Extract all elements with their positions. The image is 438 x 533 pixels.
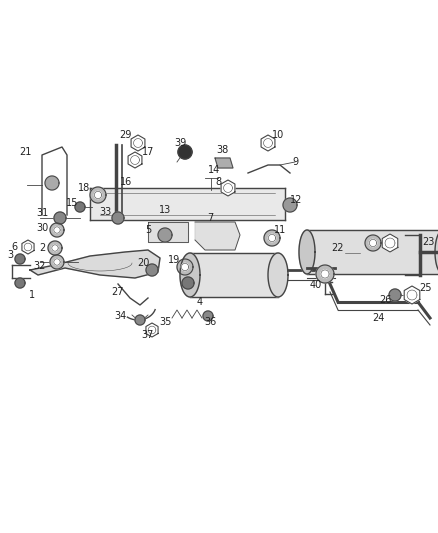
Text: 34: 34 <box>114 311 126 321</box>
Polygon shape <box>180 253 200 297</box>
Polygon shape <box>369 239 377 247</box>
Polygon shape <box>264 230 280 246</box>
Text: 15: 15 <box>66 198 78 208</box>
Polygon shape <box>112 212 124 224</box>
Polygon shape <box>128 152 142 168</box>
Polygon shape <box>435 230 438 274</box>
Polygon shape <box>146 323 158 337</box>
Polygon shape <box>283 198 297 212</box>
Text: 10: 10 <box>272 130 284 140</box>
Polygon shape <box>190 253 278 297</box>
Polygon shape <box>48 241 62 255</box>
Polygon shape <box>22 240 34 254</box>
Polygon shape <box>261 135 275 151</box>
Polygon shape <box>146 264 158 276</box>
Polygon shape <box>148 222 188 242</box>
Text: 12: 12 <box>290 195 302 205</box>
Text: 16: 16 <box>120 177 132 187</box>
Polygon shape <box>268 253 288 297</box>
Text: 25: 25 <box>419 283 431 293</box>
Polygon shape <box>182 277 194 289</box>
Polygon shape <box>382 234 398 252</box>
Polygon shape <box>95 191 102 199</box>
Text: 31: 31 <box>36 208 48 218</box>
Text: 18: 18 <box>78 183 90 193</box>
Polygon shape <box>52 245 58 251</box>
Text: 2: 2 <box>39 243 45 253</box>
Text: 14: 14 <box>208 165 220 175</box>
Polygon shape <box>131 135 145 151</box>
Text: 17: 17 <box>142 147 154 157</box>
Polygon shape <box>135 315 145 325</box>
Polygon shape <box>181 263 189 271</box>
Text: 20: 20 <box>137 258 149 268</box>
Text: 39: 39 <box>174 138 186 148</box>
Text: 19: 19 <box>168 255 180 265</box>
Text: 1: 1 <box>29 290 35 300</box>
Text: 21: 21 <box>19 147 31 157</box>
Polygon shape <box>321 270 329 278</box>
Polygon shape <box>54 227 60 233</box>
Text: 6: 6 <box>11 242 17 252</box>
Polygon shape <box>365 235 381 251</box>
Text: 9: 9 <box>292 157 298 167</box>
Text: 37: 37 <box>142 330 154 340</box>
Text: 8: 8 <box>215 177 221 187</box>
Text: 32: 32 <box>34 261 46 271</box>
Polygon shape <box>90 188 285 220</box>
Text: 23: 23 <box>422 237 434 247</box>
Polygon shape <box>90 187 106 203</box>
Text: 36: 36 <box>204 317 216 327</box>
Text: 13: 13 <box>159 205 171 215</box>
Text: 24: 24 <box>372 313 384 323</box>
Polygon shape <box>404 286 420 304</box>
Text: 33: 33 <box>99 207 111 217</box>
Polygon shape <box>50 223 64 237</box>
Polygon shape <box>75 202 85 212</box>
Text: 38: 38 <box>216 145 228 155</box>
Text: 5: 5 <box>145 225 151 235</box>
Polygon shape <box>389 289 401 301</box>
Polygon shape <box>299 230 315 274</box>
Polygon shape <box>215 158 233 168</box>
Polygon shape <box>316 265 334 283</box>
Polygon shape <box>307 230 438 274</box>
Text: 22: 22 <box>332 243 344 253</box>
Polygon shape <box>177 259 193 275</box>
Polygon shape <box>178 145 192 159</box>
Polygon shape <box>45 176 59 190</box>
Text: 35: 35 <box>159 317 171 327</box>
Text: 27: 27 <box>112 287 124 297</box>
Text: 29: 29 <box>119 130 131 140</box>
Text: 40: 40 <box>310 280 322 290</box>
Text: 7: 7 <box>207 213 213 223</box>
Polygon shape <box>268 235 276 241</box>
Polygon shape <box>15 278 25 288</box>
Text: 30: 30 <box>36 223 48 233</box>
Polygon shape <box>54 259 60 265</box>
Text: 11: 11 <box>274 225 286 235</box>
Polygon shape <box>195 222 240 250</box>
Polygon shape <box>158 228 172 242</box>
Polygon shape <box>30 250 160 278</box>
Polygon shape <box>54 212 66 224</box>
Polygon shape <box>15 254 25 264</box>
Text: 26: 26 <box>379 295 391 305</box>
Text: 4: 4 <box>197 297 203 307</box>
Polygon shape <box>203 311 213 321</box>
Polygon shape <box>50 255 64 269</box>
Text: 3: 3 <box>7 250 13 260</box>
Polygon shape <box>221 180 235 196</box>
